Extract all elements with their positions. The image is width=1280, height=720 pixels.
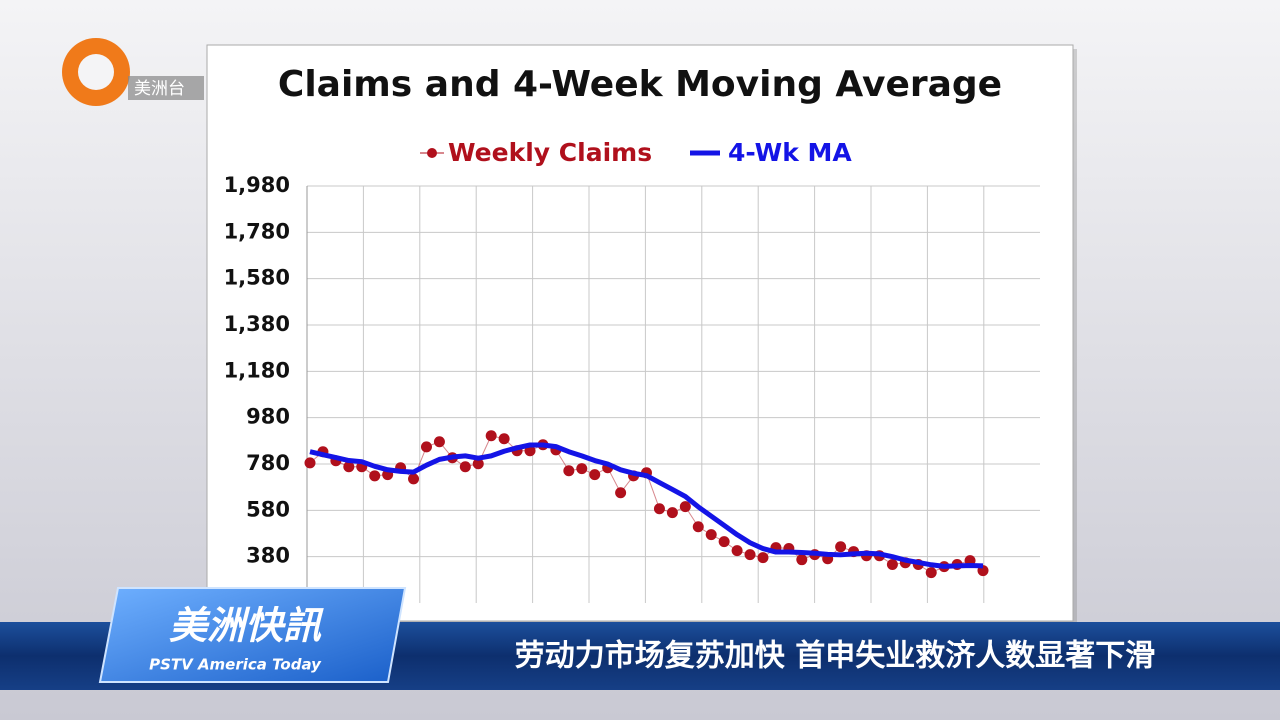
claim-point (304, 457, 316, 469)
claim-point (757, 552, 769, 564)
claim-point (705, 529, 717, 541)
logo: 美洲台 (62, 38, 204, 106)
y-tick-label: 780 (246, 451, 290, 475)
claim-point (666, 507, 678, 519)
plot: 380 580 780 980 1,180 1,380 1,580 1,780 1,980 Wee… (224, 138, 1040, 603)
legend-label: 4-Wk MA (728, 138, 852, 167)
claim-point (925, 567, 937, 579)
claim-point (459, 461, 471, 473)
claim-point (369, 470, 381, 482)
claim-point (692, 521, 704, 533)
claim-point (408, 473, 420, 485)
legend-label: Weekly Claims (448, 138, 652, 167)
program-name: 美洲快訊 (169, 604, 324, 648)
claim-point (420, 441, 432, 453)
program-name-en: PSTV America Today (149, 656, 322, 674)
claim-point (653, 503, 665, 515)
claim-point (498, 433, 510, 445)
claim-point (589, 469, 601, 481)
claim-point (563, 465, 575, 477)
claim-point (485, 430, 497, 442)
claim-point (433, 436, 445, 448)
chart-panel (206, 44, 1074, 622)
claim-point (835, 541, 847, 553)
claim-point (679, 501, 691, 513)
claim-point (731, 545, 743, 557)
claim-point (576, 463, 588, 475)
y-tick-label: 1,180 (224, 358, 290, 382)
y-tick-label: 1,580 (224, 266, 290, 290)
y-tick-label: 580 (246, 497, 290, 521)
y-tick-label: 980 (246, 405, 290, 429)
ma-line (309, 442, 984, 569)
headline: 劳动力市场复苏加快 首申失业救济人数显著下滑 (515, 639, 1155, 674)
program-box (98, 587, 407, 683)
chart-title: Claims and 4-Week Moving Average (278, 64, 1002, 105)
y-tick-label: 1,980 (224, 173, 290, 197)
logo-mark-inner (78, 54, 114, 90)
y-tick-label: 1,380 (224, 312, 290, 336)
claim-point (796, 554, 808, 566)
logo-text: 美洲台 (134, 79, 185, 99)
y-tick-label: 380 (246, 544, 290, 568)
claim-point (886, 559, 898, 571)
claim-point (718, 536, 730, 548)
claim-point (744, 549, 756, 561)
claim-point (472, 458, 484, 470)
claim-point (343, 461, 355, 473)
logo-plate (128, 76, 204, 100)
y-tick-label: 1,780 (224, 219, 290, 243)
legend-marker (427, 148, 437, 158)
lower-third: 美洲快訊 PSTV America Today 劳动力市场复苏加快 首申失业救济… (0, 587, 1280, 690)
claim-point (615, 487, 627, 499)
